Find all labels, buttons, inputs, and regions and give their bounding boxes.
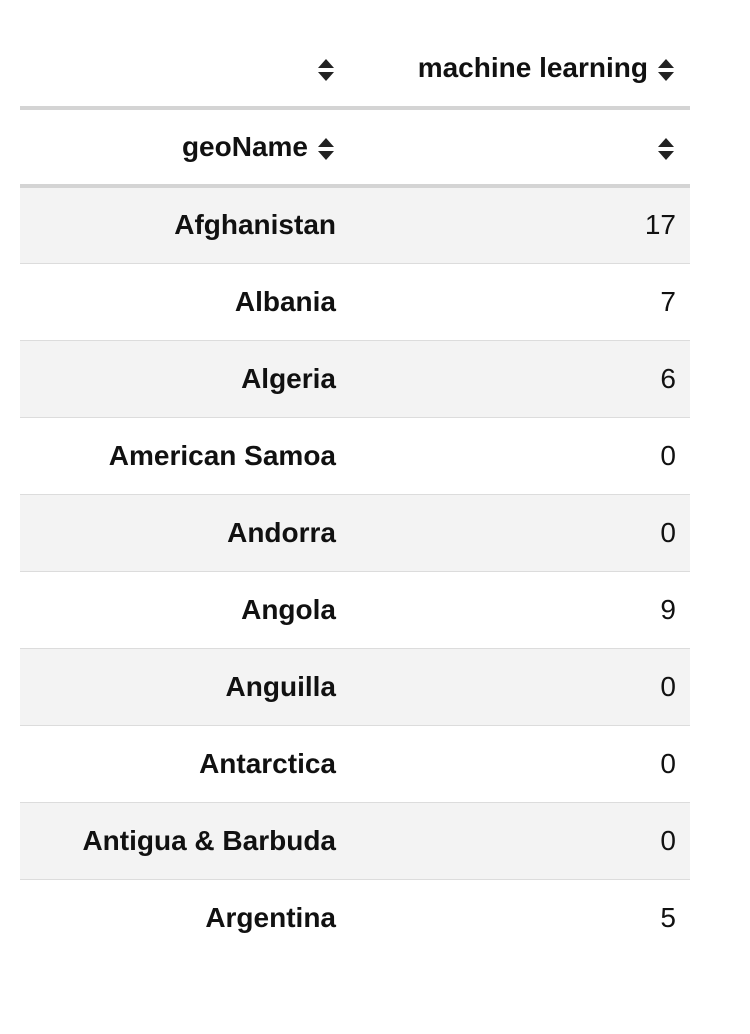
table-row: Algeria 6 xyxy=(20,340,690,417)
cell-value: 5 xyxy=(660,901,676,933)
sort-icon[interactable] xyxy=(316,57,336,83)
row-label: Antigua & Barbuda xyxy=(82,824,336,856)
header-cell[interactable] xyxy=(20,30,350,110)
table-header: machine learning geoName xyxy=(20,30,690,188)
sort-icon[interactable] xyxy=(656,136,676,162)
header-cell[interactable]: geoName xyxy=(20,108,350,188)
sort-icon[interactable] xyxy=(316,136,336,162)
table-row: American Samoa 0 xyxy=(20,417,690,494)
table-row: Andorra 0 xyxy=(20,494,690,571)
header-row: machine learning xyxy=(20,30,690,110)
cell-value: 0 xyxy=(660,747,676,779)
cell-value: 6 xyxy=(660,362,676,394)
header-cell[interactable] xyxy=(350,108,690,188)
cell-value: 17 xyxy=(644,209,676,241)
row-label: Afghanistan xyxy=(174,209,336,241)
cell-value: 7 xyxy=(660,285,676,317)
row-label: Algeria xyxy=(241,362,336,394)
table-row: Antarctica 0 xyxy=(20,725,690,802)
cell-value: 0 xyxy=(660,516,676,548)
row-label: Argentina xyxy=(205,901,336,933)
cell-value: 9 xyxy=(660,593,676,625)
index-name: geoName xyxy=(181,131,308,162)
column-name: machine learning xyxy=(417,52,648,83)
row-label: Antarctica xyxy=(199,747,336,779)
row-label: Albania xyxy=(234,285,336,317)
cell-value: 0 xyxy=(660,439,676,471)
row-label: American Samoa xyxy=(108,439,336,471)
row-label: Andorra xyxy=(227,516,336,548)
table-row: Argentina 5 xyxy=(20,879,690,956)
header-cell[interactable]: machine learning xyxy=(350,30,690,110)
table-row: Antigua & Barbuda 0 xyxy=(20,802,690,879)
data-table: machine learning geoName Afghanistan 17 Al… xyxy=(20,30,690,956)
table-row: Afghanistan 17 xyxy=(20,186,690,263)
table-row: Angola 9 xyxy=(20,571,690,648)
cell-value: 0 xyxy=(660,670,676,702)
cell-value: 0 xyxy=(660,824,676,856)
table-row: Anguilla 0 xyxy=(20,648,690,725)
header-row: geoName xyxy=(20,108,690,188)
row-label: Anguilla xyxy=(225,670,336,702)
table-body: Afghanistan 17 Albania 7 Algeria 6 American Sa… xyxy=(20,186,690,956)
table-row: Albania 7 xyxy=(20,263,690,340)
sort-icon[interactable] xyxy=(656,57,676,83)
row-label: Angola xyxy=(241,593,336,625)
